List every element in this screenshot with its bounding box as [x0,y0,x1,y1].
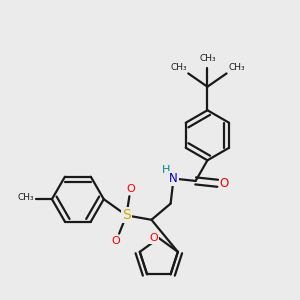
Text: H: H [162,165,170,175]
Text: CH₃: CH₃ [170,63,187,72]
Text: S: S [122,208,131,222]
Text: N: N [169,172,178,185]
Text: O: O [127,184,135,194]
Text: CH₃: CH₃ [199,54,216,63]
Text: O: O [149,233,158,243]
Text: CH₃: CH₃ [18,193,34,202]
Text: O: O [220,177,229,190]
Text: O: O [112,236,121,246]
Text: CH₃: CH₃ [228,63,245,72]
